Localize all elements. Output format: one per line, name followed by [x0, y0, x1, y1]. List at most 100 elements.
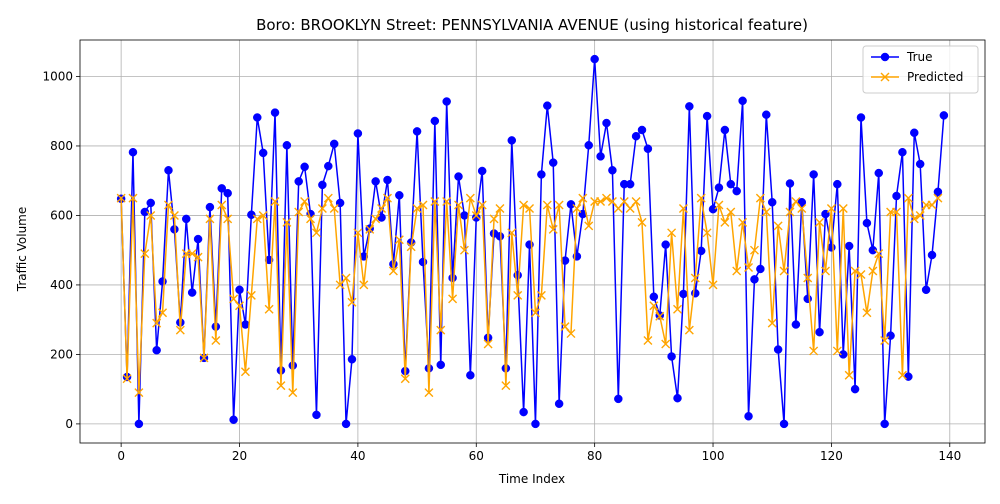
data-point-predicted: [519, 200, 529, 210]
data-point-true: [762, 110, 771, 119]
data-point-predicted: [607, 197, 617, 207]
data-point-predicted: [217, 200, 227, 210]
data-point-true: [880, 419, 889, 429]
data-point-true: [850, 384, 860, 394]
x-tick-label: 0: [117, 449, 125, 463]
data-point-predicted: [471, 210, 481, 220]
data-point-true: [915, 159, 925, 169]
data-point-true: [258, 148, 268, 158]
data-point-true: [791, 320, 801, 329]
series-predicted: [116, 193, 943, 398]
chart-title: Boro: BROOKLYN Street: PENNSYLVANIA AVEN…: [256, 16, 808, 34]
data-point-true: [939, 111, 949, 120]
data-point-predicted: [276, 381, 286, 391]
data-point-predicted: [252, 214, 262, 224]
data-point-true: [631, 131, 641, 141]
data-point-true: [933, 187, 943, 197]
data-point-predicted: [738, 217, 748, 227]
data-point-true: [625, 179, 635, 189]
data-point-predicted: [246, 290, 256, 300]
y-tick-label: 800: [50, 139, 73, 153]
data-point-predicted: [726, 207, 736, 217]
data-point-predicted: [554, 200, 564, 210]
data-point-true: [418, 257, 428, 267]
data-point-true: [324, 161, 333, 171]
data-point-predicted: [862, 308, 872, 318]
data-point-true: [181, 214, 191, 224]
data-point-true: [353, 129, 363, 138]
data-point-true: [779, 419, 789, 429]
data-point-predicted: [619, 197, 629, 207]
data-point-true: [785, 179, 795, 188]
data-point-predicted: [175, 325, 185, 335]
data-point-true: [679, 289, 688, 299]
data-point-predicted: [187, 249, 197, 259]
data-point-predicted: [465, 193, 475, 203]
y-tick-label: 600: [50, 208, 73, 222]
legend-item-true: True: [871, 50, 933, 64]
data-point-true: [436, 360, 446, 370]
data-point-predicted: [643, 336, 653, 346]
data-point-true: [696, 246, 706, 256]
data-point-true: [448, 273, 457, 283]
data-point-predicted: [116, 193, 126, 203]
data-point-true: [205, 202, 215, 212]
data-point-predicted: [856, 270, 866, 279]
data-point-predicted: [128, 193, 138, 203]
data-point-predicted: [874, 249, 884, 259]
data-point-true: [519, 407, 528, 417]
data-point-predicted: [744, 263, 754, 273]
data-point-predicted: [418, 200, 428, 210]
x-tick-label: 40: [350, 449, 365, 463]
data-point-true: [507, 136, 517, 145]
data-point-predicted: [820, 266, 830, 276]
data-point-true: [134, 419, 144, 429]
data-point-true: [584, 141, 593, 150]
data-point-predicted: [223, 214, 233, 224]
data-point-true: [750, 275, 759, 284]
data-point-predicted: [459, 245, 469, 255]
data-point-predicted: [826, 204, 836, 213]
data-point-true: [466, 371, 475, 380]
series-true: [116, 54, 949, 429]
data-point-predicted: [317, 204, 327, 213]
data-point-true: [685, 102, 694, 111]
data-point-predicted: [507, 228, 517, 238]
data-point-true: [797, 197, 807, 207]
data-point-predicted: [394, 235, 404, 245]
data-point-true: [454, 172, 463, 181]
data-point-predicted: [341, 273, 351, 283]
data-point-predicted: [903, 193, 913, 203]
data-point-true: [614, 394, 623, 404]
data-point-predicted: [489, 214, 499, 224]
data-point-true: [537, 170, 546, 179]
data-point-true: [673, 393, 682, 403]
data-point-true: [726, 179, 736, 189]
x-tick-label: 120: [820, 449, 843, 463]
data-point-predicted: [495, 204, 505, 213]
y-tick-label: 0: [65, 417, 73, 431]
data-point-predicted: [430, 197, 440, 207]
data-point-true: [803, 294, 812, 304]
data-point-predicted: [288, 388, 298, 398]
data-point-predicted: [850, 266, 860, 276]
series-layer: [116, 54, 949, 429]
data-point-predicted: [193, 252, 203, 262]
data-point-predicted: [229, 294, 239, 304]
y-tick-label: 1000: [42, 69, 73, 83]
data-point-true: [128, 147, 138, 157]
data-point-predicted: [501, 381, 511, 391]
data-point-predicted: [661, 339, 671, 349]
data-point-predicted: [838, 204, 848, 213]
data-point-predicted: [211, 336, 221, 346]
legend-label: Predicted: [907, 70, 963, 84]
data-point-true: [395, 191, 404, 200]
data-point-predicted: [809, 346, 819, 356]
data-point-predicted: [708, 280, 718, 290]
data-point-true: [300, 162, 309, 172]
data-point-predicted: [880, 336, 890, 346]
data-point-true: [608, 166, 617, 175]
data-point-predicted: [755, 193, 765, 203]
data-point-predicted: [584, 221, 594, 231]
